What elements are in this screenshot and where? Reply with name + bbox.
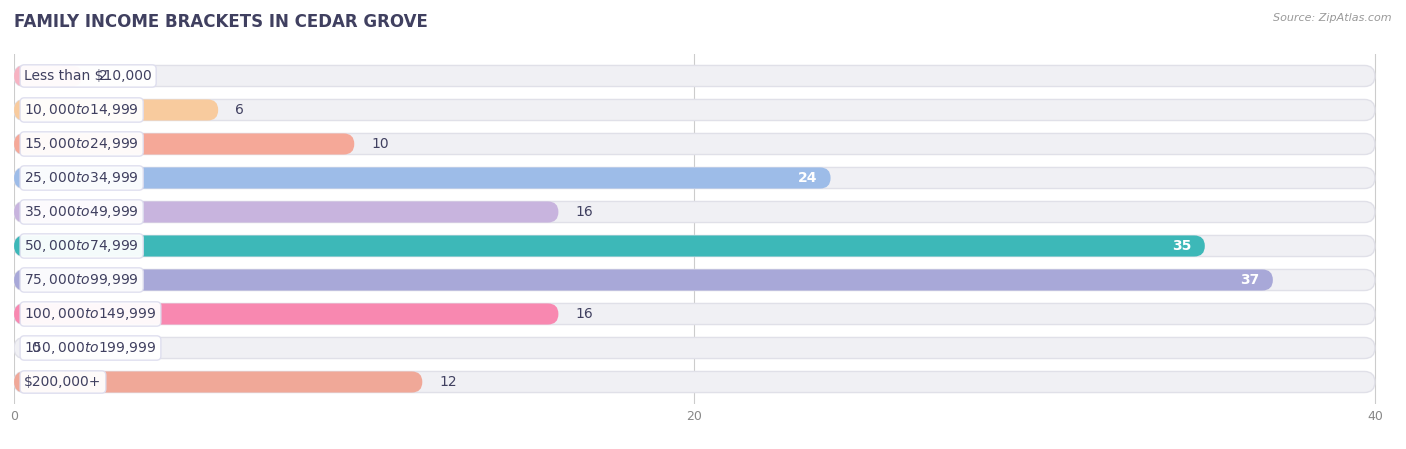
- Text: $15,000 to $24,999: $15,000 to $24,999: [24, 136, 139, 152]
- Text: 24: 24: [797, 171, 817, 185]
- Text: 35: 35: [1171, 239, 1191, 253]
- Text: 16: 16: [575, 307, 593, 321]
- Text: $35,000 to $49,999: $35,000 to $49,999: [24, 204, 139, 220]
- Text: $200,000+: $200,000+: [24, 375, 101, 389]
- Text: $75,000 to $99,999: $75,000 to $99,999: [24, 272, 139, 288]
- Text: Less than $10,000: Less than $10,000: [24, 69, 152, 83]
- FancyBboxPatch shape: [14, 338, 1375, 359]
- Text: 37: 37: [1240, 273, 1260, 287]
- Text: 0: 0: [31, 341, 39, 355]
- FancyBboxPatch shape: [14, 304, 1375, 325]
- Text: 12: 12: [439, 375, 457, 389]
- Text: $150,000 to $199,999: $150,000 to $199,999: [24, 340, 156, 356]
- FancyBboxPatch shape: [14, 235, 1375, 256]
- FancyBboxPatch shape: [14, 304, 558, 325]
- FancyBboxPatch shape: [14, 167, 1375, 189]
- FancyBboxPatch shape: [14, 133, 1375, 154]
- FancyBboxPatch shape: [14, 99, 1375, 120]
- FancyBboxPatch shape: [14, 99, 218, 120]
- Text: Source: ZipAtlas.com: Source: ZipAtlas.com: [1274, 13, 1392, 23]
- Text: 6: 6: [235, 103, 245, 117]
- FancyBboxPatch shape: [14, 235, 1205, 256]
- FancyBboxPatch shape: [14, 202, 558, 223]
- Text: $25,000 to $34,999: $25,000 to $34,999: [24, 170, 139, 186]
- FancyBboxPatch shape: [14, 202, 1375, 223]
- FancyBboxPatch shape: [14, 371, 422, 392]
- Text: 2: 2: [98, 69, 108, 83]
- Text: FAMILY INCOME BRACKETS IN CEDAR GROVE: FAMILY INCOME BRACKETS IN CEDAR GROVE: [14, 13, 427, 31]
- Text: 10: 10: [371, 137, 389, 151]
- FancyBboxPatch shape: [14, 269, 1375, 291]
- FancyBboxPatch shape: [14, 269, 1272, 291]
- FancyBboxPatch shape: [14, 167, 831, 189]
- Text: $10,000 to $14,999: $10,000 to $14,999: [24, 102, 139, 118]
- FancyBboxPatch shape: [14, 66, 82, 87]
- Text: $100,000 to $149,999: $100,000 to $149,999: [24, 306, 156, 322]
- FancyBboxPatch shape: [14, 133, 354, 154]
- Text: $50,000 to $74,999: $50,000 to $74,999: [24, 238, 139, 254]
- Text: 16: 16: [575, 205, 593, 219]
- FancyBboxPatch shape: [14, 371, 1375, 392]
- FancyBboxPatch shape: [14, 66, 1375, 87]
